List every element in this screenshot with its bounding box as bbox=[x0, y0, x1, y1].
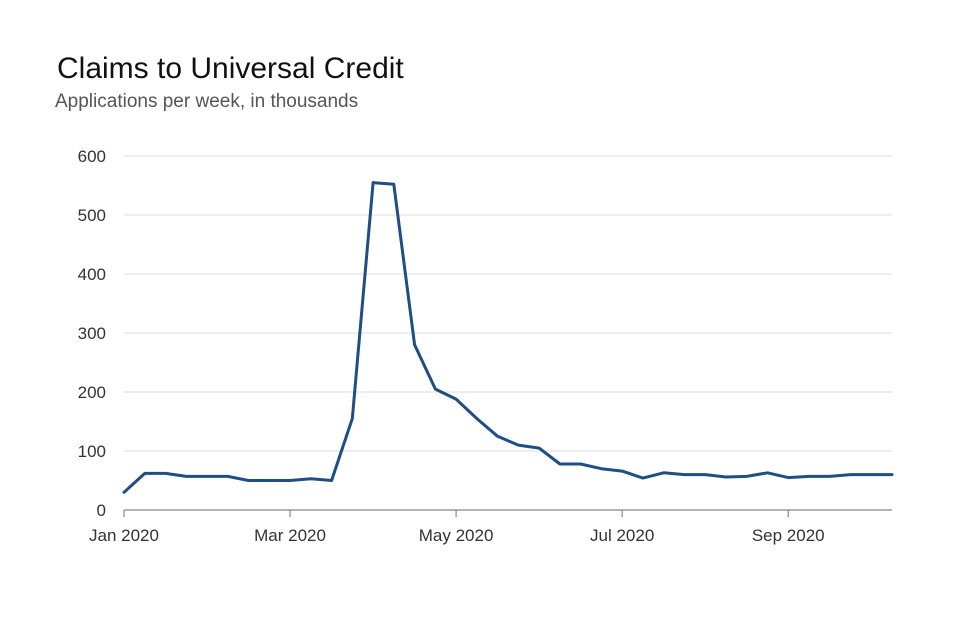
series bbox=[122, 181, 894, 494]
y-tick-label: 400 bbox=[78, 265, 106, 284]
y-tick-label: 600 bbox=[78, 147, 106, 166]
x-tick-label: Sep 2020 bbox=[752, 526, 825, 545]
x-tick-label: Mar 2020 bbox=[254, 526, 326, 545]
x-tick-label: May 2020 bbox=[419, 526, 494, 545]
gridlines bbox=[124, 155, 892, 452]
x-tick-label: Jan 2020 bbox=[89, 526, 159, 545]
y-tick-label: 0 bbox=[97, 501, 106, 520]
x-axis: Jan 2020 Mar 2020 May 2020 Jul 2020 Sep 2020 bbox=[89, 509, 892, 545]
y-tick-label: 100 bbox=[78, 442, 106, 461]
y-tick-label: 500 bbox=[78, 206, 106, 225]
y-tick-label: 200 bbox=[78, 383, 106, 402]
series-line-claims bbox=[122, 181, 894, 494]
x-tick-label: Jul 2020 bbox=[590, 526, 654, 545]
chart-subtitle: Applications per week, in thousands bbox=[55, 91, 359, 112]
y-axis: 0 100 200 300 400 500 600 bbox=[78, 147, 106, 520]
y-tick-label: 300 bbox=[78, 324, 106, 343]
chart-title: Claims to Universal Credit bbox=[57, 52, 404, 85]
